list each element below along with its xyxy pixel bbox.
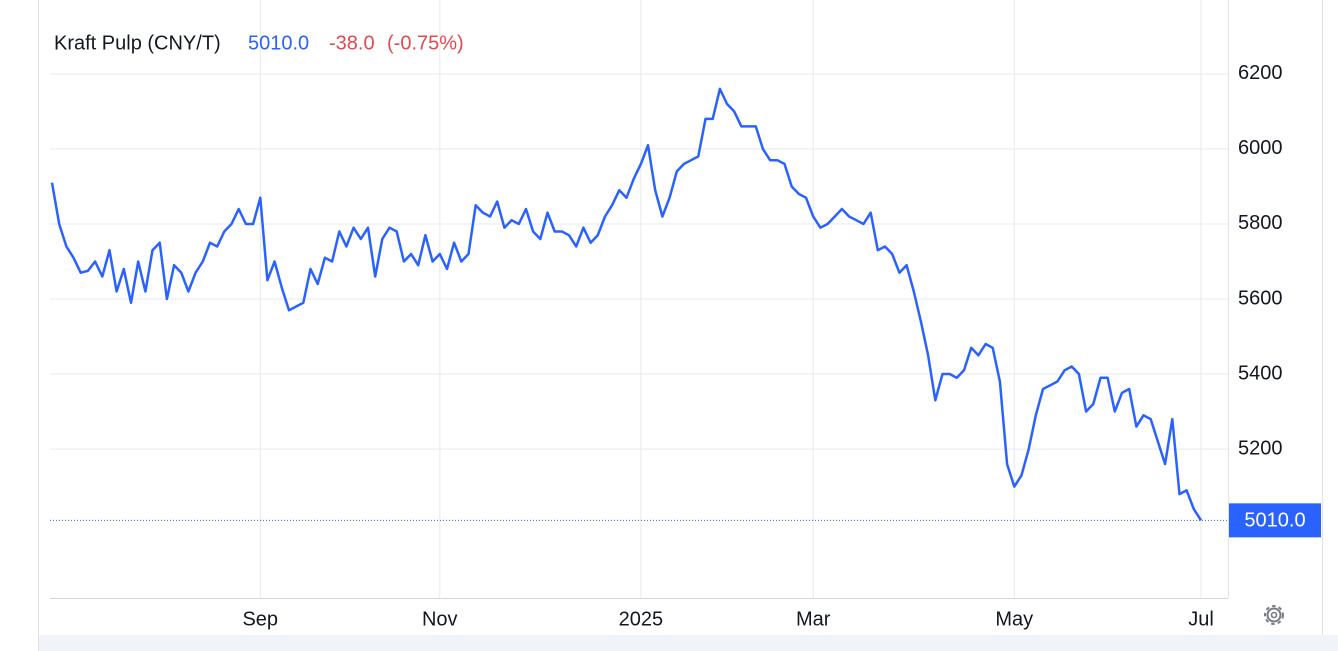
- last-value-badge: [1229, 503, 1321, 538]
- settings-icon[interactable]: [1264, 605, 1284, 625]
- y-tick-label: 6000: [1238, 137, 1283, 159]
- x-tick-label: Nov: [422, 608, 458, 630]
- grid: [50, 0, 1228, 598]
- last-value-badge-label: 5010.0: [1244, 510, 1305, 532]
- y-tick-label: 5400: [1238, 362, 1283, 384]
- y-tick-label: 5200: [1238, 437, 1283, 459]
- change: -38.0: [329, 32, 375, 54]
- y-tick-label: 5600: [1238, 287, 1283, 309]
- x-tick-label: May: [995, 608, 1033, 630]
- y-tick-label: 5800: [1238, 212, 1283, 234]
- x-tick-label: Mar: [796, 608, 831, 630]
- footer-strip: [38, 635, 1338, 651]
- y-tick-label: 6200: [1238, 62, 1283, 84]
- chart-title: Kraft Pulp (CNY/T): [54, 32, 221, 54]
- last-value: 5010.0: [248, 32, 309, 54]
- x-tick-label: 2025: [619, 608, 664, 630]
- x-tick-label: Jul: [1188, 608, 1214, 630]
- change-percent: (-0.75%): [387, 32, 464, 54]
- x-tick-label: Sep: [242, 608, 278, 630]
- series-layer: [50, 87, 1228, 521]
- price-line: [50, 87, 1203, 521]
